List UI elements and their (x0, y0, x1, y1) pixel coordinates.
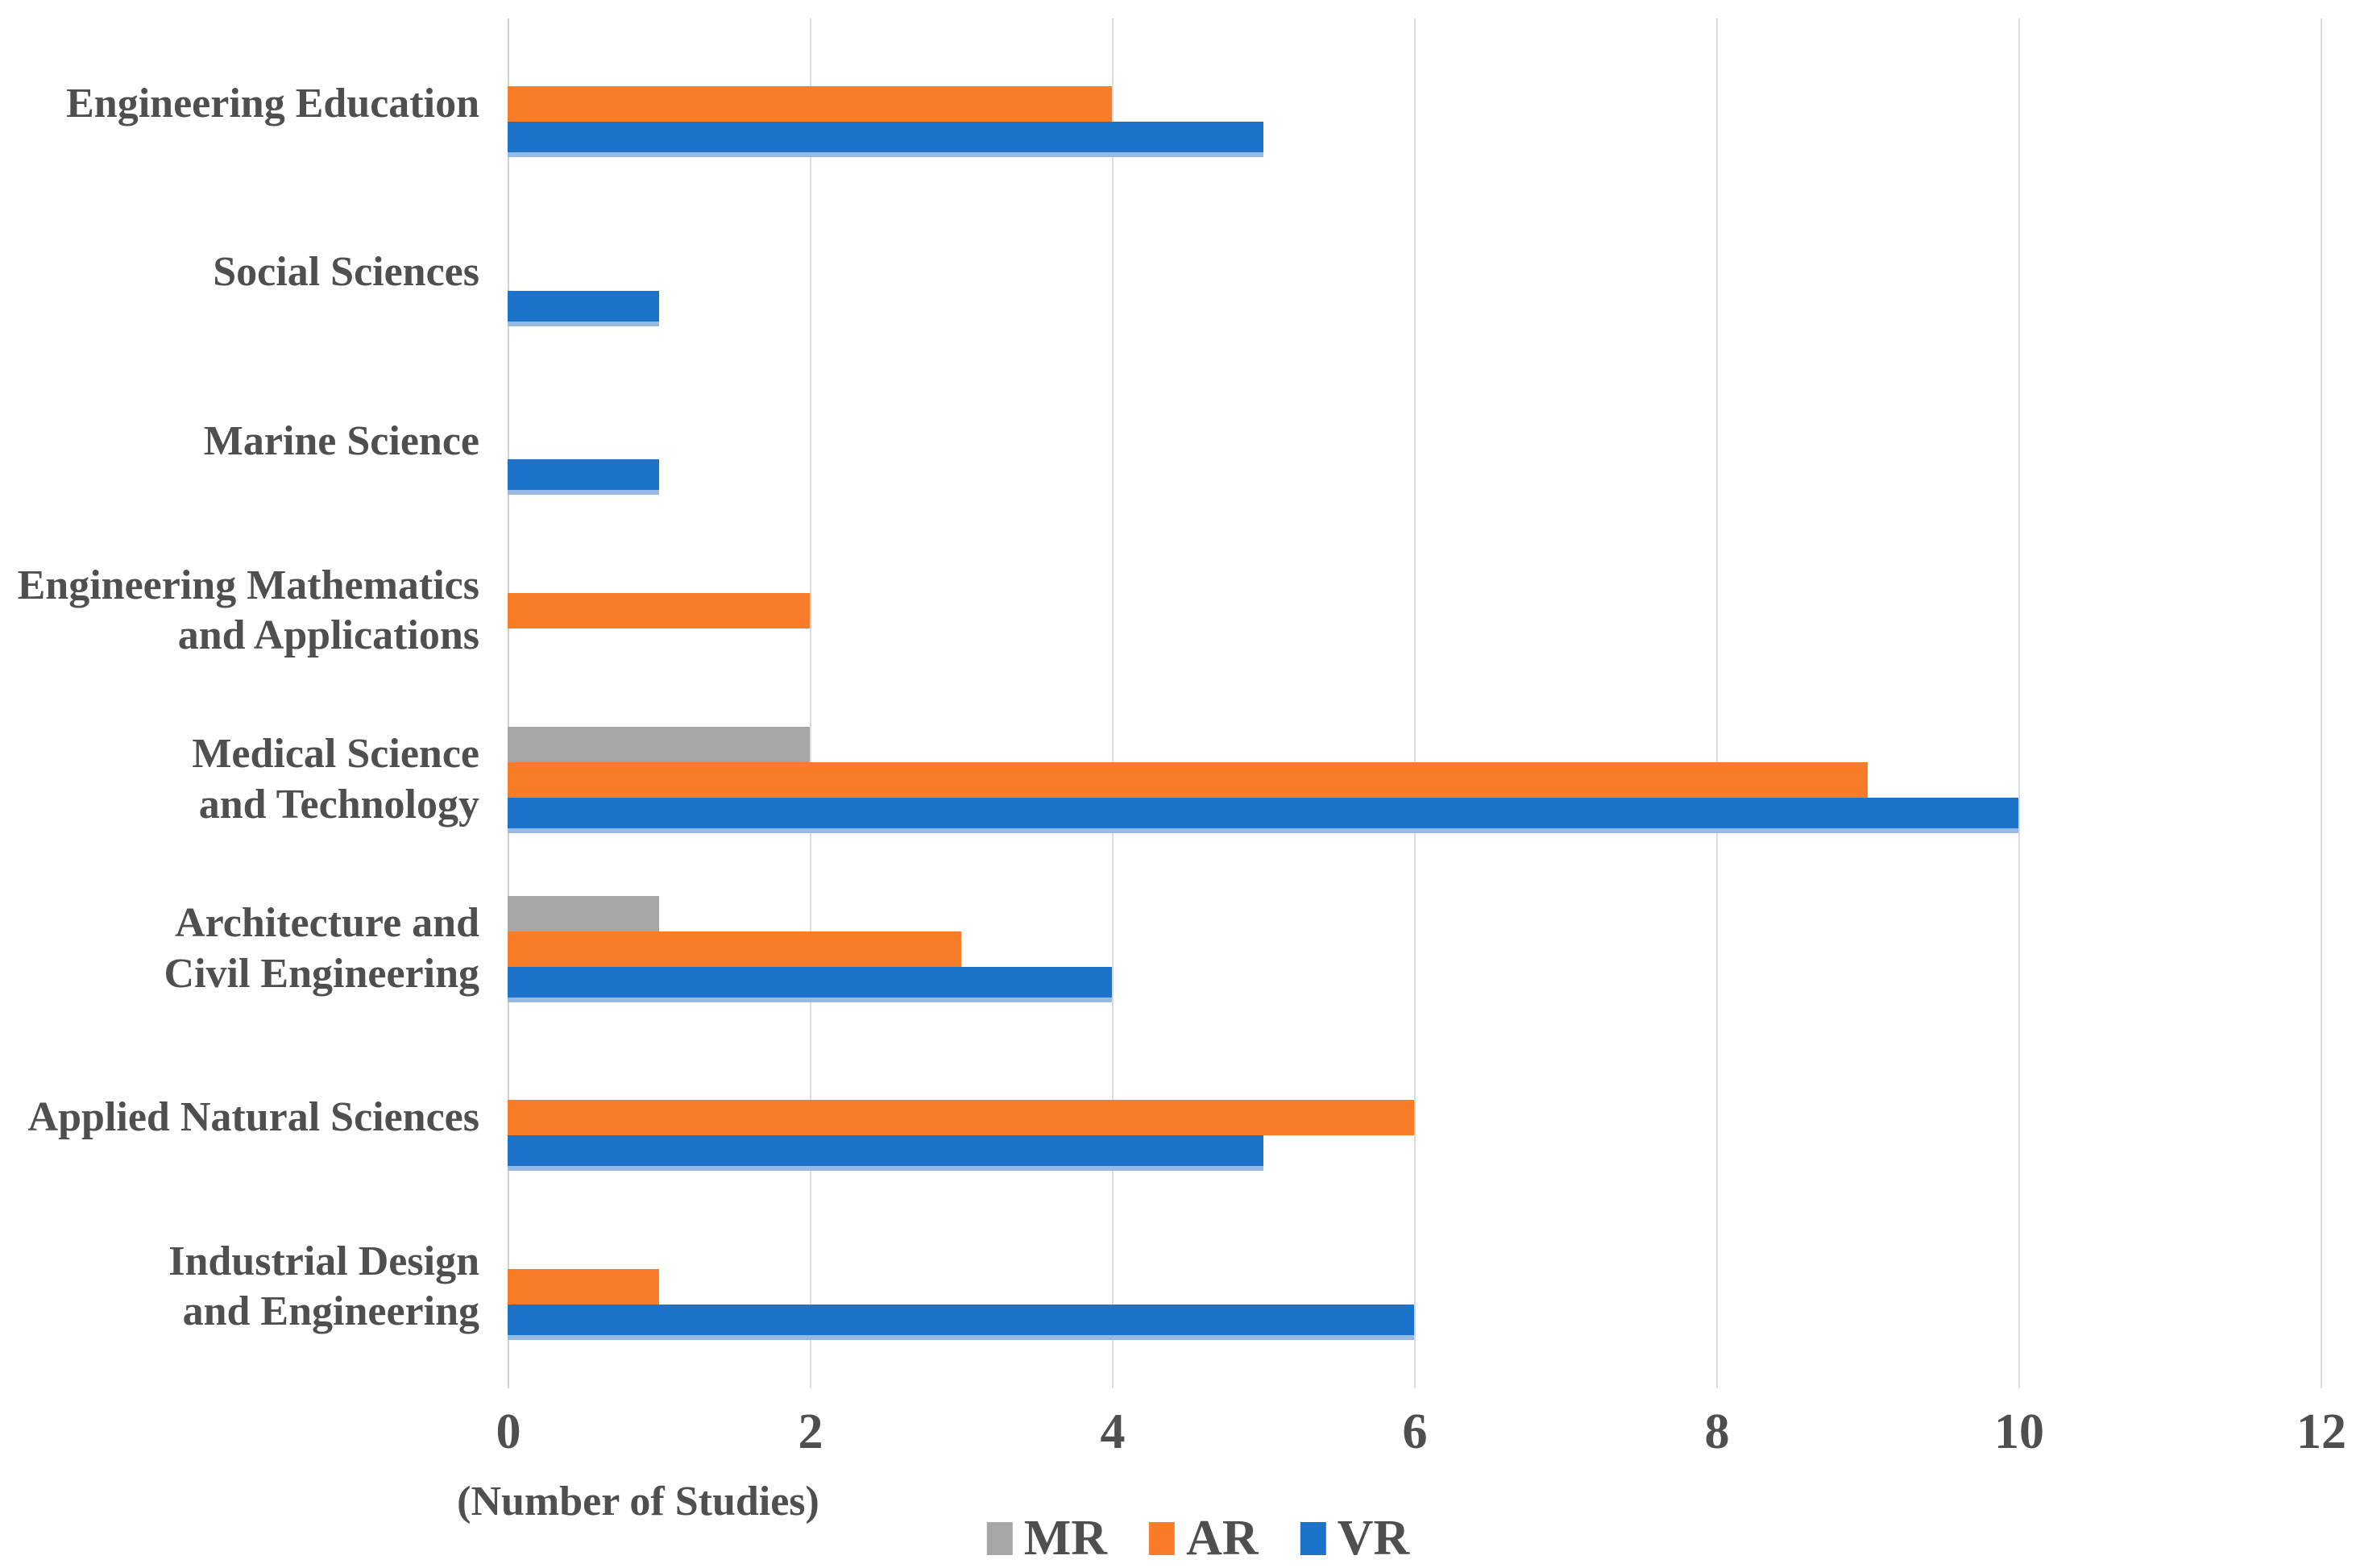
bar-group (508, 220, 659, 326)
ar-bar-slot (508, 255, 659, 291)
mr-bar-slot (508, 1234, 1414, 1269)
x-tick-label: 4 (1100, 1404, 1126, 1459)
ar-bar-slot (508, 761, 2018, 798)
mr-bar-slot (508, 1064, 1414, 1100)
category-row: Applied Natural Sciences (0, 1034, 2356, 1203)
category-row: Industrial Design and Engineering (0, 1202, 2356, 1371)
gridline-x-4 (1112, 19, 1114, 1388)
vr-bar-slot (508, 121, 1263, 157)
mr-bar-slot (508, 895, 1112, 931)
mr-bar-slot (508, 51, 1263, 86)
category-row: Medical Science and Technology (0, 695, 2356, 865)
bar-group (508, 388, 659, 496)
vr-bar-slot (508, 290, 659, 326)
x-tick-label: 6 (1402, 1404, 1428, 1459)
gridline-x-12 (2321, 19, 2322, 1388)
x-tick-label: 12 (2296, 1404, 2346, 1459)
vr-bar-slot (508, 1305, 1414, 1341)
vr-bar (508, 1305, 1414, 1341)
category-row: Marine Science (0, 358, 2356, 527)
gridline-x-2 (810, 19, 811, 1388)
vr-bar (508, 966, 1112, 1002)
vr-bar (508, 1135, 1263, 1172)
legend-item-mr: MR (986, 1511, 1108, 1566)
gridline-x-6 (1414, 19, 1416, 1388)
category-row: Social Sciences (0, 189, 2356, 358)
mr-bar (508, 895, 659, 931)
category-label: Engineering Mathematics and Applications (17, 562, 479, 659)
category-row: Engineering Education (0, 19, 2356, 189)
ar-bar (508, 593, 810, 629)
legend: MR AR VR (986, 1511, 1410, 1566)
ar-bar-slot (508, 931, 1112, 967)
vr-bar (508, 121, 1263, 157)
bar-rows: Engineering Education Social Sciences Mari… (0, 19, 2356, 1371)
vr-bar-slot (508, 628, 810, 664)
category-label: Applied Natural Sciences (27, 1094, 479, 1141)
mr-legend-swatch (986, 1521, 1013, 1555)
category-label: Social Sciences (213, 249, 479, 296)
vr-bar-slot (508, 1135, 1414, 1172)
vr-bar (508, 459, 659, 496)
legend-label: AR (1186, 1511, 1259, 1566)
mr-bar-slot (508, 726, 2018, 762)
category-label: Medical Science and Technology (192, 731, 479, 828)
gridline-x-8 (1716, 19, 1718, 1388)
x-tick-label: 2 (798, 1404, 823, 1459)
ar-bar-slot (508, 593, 810, 629)
vr-bar-slot (508, 797, 2018, 833)
gridline-x-0 (508, 19, 509, 1388)
legend-label: VR (1337, 1511, 1410, 1566)
mr-bar-slot (508, 388, 659, 424)
legend-item-vr: VR (1300, 1511, 1410, 1566)
bar-group (508, 1064, 1414, 1172)
mr-bar-slot (508, 220, 659, 255)
x-tick-label: 8 (1704, 1404, 1730, 1459)
vr-bar-slot (508, 459, 659, 496)
ar-bar-slot (508, 1269, 1414, 1305)
ar-bar-slot (508, 424, 659, 459)
ar-bar (508, 1100, 1414, 1136)
vr-bar (508, 797, 2018, 833)
x-tick-label: 0 (496, 1404, 521, 1459)
mr-bar (508, 726, 810, 762)
bar-group (508, 726, 2018, 833)
category-label: Industrial Design and Engineering (168, 1238, 479, 1335)
category-label: Engineering Education (66, 80, 479, 127)
gridline-layer (508, 19, 2322, 1388)
category-row: Engineering Mathematics and Applications (0, 526, 2356, 695)
vr-legend-swatch (1300, 1521, 1326, 1555)
vr-bar (508, 290, 659, 326)
category-label: Marine Science (203, 418, 479, 465)
legend-label: MR (1023, 1511, 1108, 1566)
category-row: Architecture and Civil Engineering (0, 865, 2356, 1034)
vr-bar-slot (508, 966, 1112, 1002)
ar-bar (508, 761, 1868, 798)
ar-bar-slot (508, 85, 1263, 122)
x-tick-label: 10 (1994, 1404, 2044, 1459)
x-axis-label: (Number of Studies) (457, 1479, 819, 1524)
bar-group (508, 558, 810, 664)
bar-group (508, 51, 1263, 157)
gridline-x-10 (2018, 19, 2020, 1388)
ar-bar (508, 931, 961, 967)
bar-group (508, 1234, 1414, 1341)
ar-bar (508, 85, 1112, 122)
ar-bar (508, 1269, 659, 1305)
category-label: Architecture and Civil Engineering (164, 900, 479, 997)
bar-group (508, 895, 1112, 1002)
ar-legend-swatch (1149, 1521, 1176, 1555)
ar-bar-slot (508, 1100, 1414, 1136)
legend-item-ar: AR (1149, 1513, 1259, 1563)
mr-bar-slot (508, 558, 810, 593)
